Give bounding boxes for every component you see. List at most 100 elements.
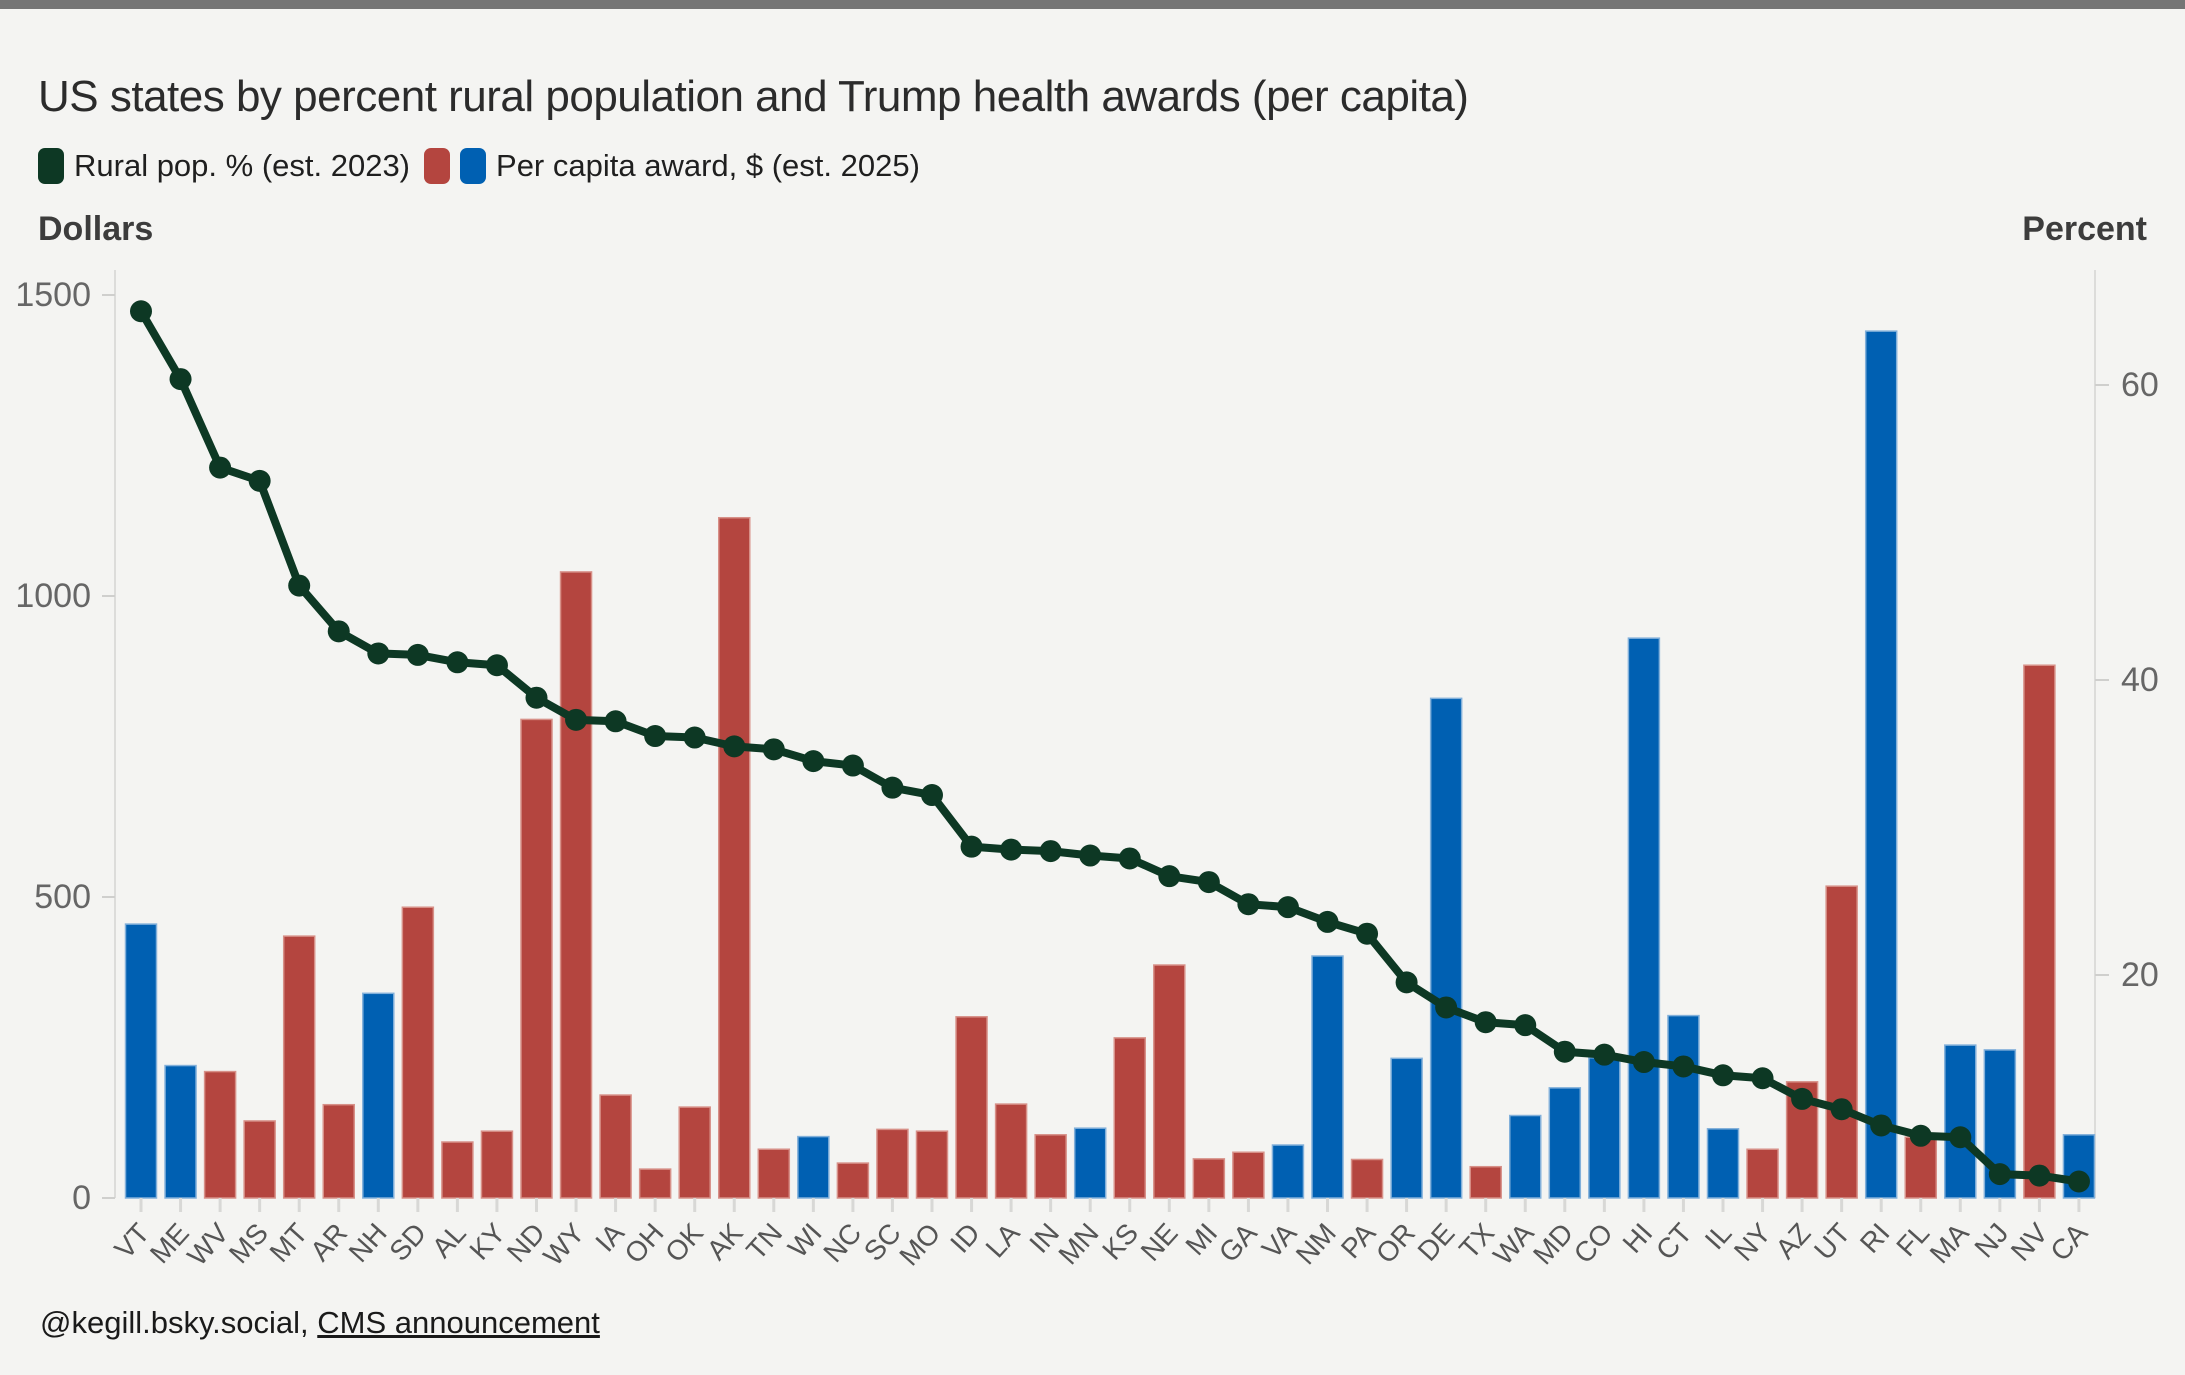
legend-item-award: Per capita award, $ (est. 2025) bbox=[424, 148, 920, 184]
line-point-IN bbox=[1039, 840, 1062, 863]
legend: Rural pop. % (est. 2023) Per capita awar… bbox=[38, 148, 920, 184]
bar-MS bbox=[243, 1120, 276, 1199]
chart-title: US states by percent rural population an… bbox=[38, 72, 1469, 121]
x-label-HI: HI bbox=[1617, 1217, 1659, 1259]
x-label-CA: CA bbox=[2044, 1217, 2093, 1267]
legend-rural-label: Rural pop. % (est. 2023) bbox=[74, 148, 411, 183]
line-point-NE bbox=[1158, 865, 1181, 888]
bar-FL bbox=[1904, 1136, 1937, 1199]
right-axis-tick-label: 60 bbox=[2121, 366, 2159, 404]
left-axis-tick-label: 0 bbox=[72, 1179, 91, 1217]
line-point-AK bbox=[723, 735, 746, 758]
line-point-NM bbox=[1316, 910, 1339, 933]
bar-IN bbox=[1034, 1134, 1067, 1199]
bar-MD bbox=[1548, 1087, 1582, 1199]
x-label-TX: TX bbox=[1453, 1217, 1500, 1265]
bar-SC bbox=[876, 1128, 909, 1199]
x-label-MO: MO bbox=[893, 1217, 946, 1271]
line-point-NV bbox=[2028, 1164, 2051, 1187]
top-border-bar bbox=[0, 0, 2185, 9]
line-point-NJ bbox=[1988, 1163, 2011, 1186]
line-point-UT bbox=[1830, 1098, 1853, 1121]
line-point-NY bbox=[1751, 1067, 1774, 1090]
x-label-DE: DE bbox=[1412, 1217, 1461, 1267]
bar-WV bbox=[203, 1070, 237, 1199]
award-red-swatch-icon bbox=[424, 148, 451, 184]
x-label-KY: KY bbox=[463, 1217, 511, 1266]
line-point-OR bbox=[1395, 971, 1418, 994]
line-point-MD bbox=[1553, 1040, 1576, 1063]
bar-WI bbox=[797, 1135, 830, 1199]
x-label-MA: MA bbox=[1924, 1217, 1975, 1269]
bar-WY bbox=[559, 571, 593, 1199]
bar-GA bbox=[1232, 1151, 1265, 1199]
line-point-NH bbox=[367, 642, 390, 665]
line-point-AR bbox=[327, 620, 350, 643]
bar-MN bbox=[1073, 1127, 1107, 1199]
bar-PA bbox=[1350, 1158, 1384, 1199]
line-point-ME bbox=[169, 368, 192, 391]
footer-handle: @kegill.bsky.social, bbox=[40, 1305, 318, 1340]
line-point-FL bbox=[1909, 1124, 1932, 1147]
cms-announcement-link[interactable]: CMS announcement bbox=[317, 1305, 600, 1340]
right-axis-tick-label: 40 bbox=[2121, 661, 2159, 699]
legend-item-rural: Rural pop. % (est. 2023) bbox=[38, 148, 410, 184]
bar-IA bbox=[599, 1094, 632, 1199]
x-label-ID: ID bbox=[944, 1217, 986, 1259]
line-point-KS bbox=[1118, 847, 1141, 870]
line-point-SD bbox=[406, 643, 429, 666]
line-point-VA bbox=[1276, 896, 1299, 919]
x-label-WY: WY bbox=[537, 1217, 590, 1272]
bar-MI bbox=[1192, 1158, 1226, 1199]
bar-NV bbox=[2023, 664, 2056, 1199]
x-label-VT: VT bbox=[108, 1217, 155, 1264]
line-point-MA bbox=[1949, 1126, 1972, 1149]
line-point-KY bbox=[485, 654, 508, 677]
bar-LA bbox=[994, 1103, 1028, 1199]
bar-AR bbox=[322, 1103, 355, 1199]
award-blue-swatch-icon bbox=[460, 148, 487, 184]
bar-CO bbox=[1588, 1056, 1621, 1199]
x-label-AZ: AZ bbox=[1770, 1217, 1817, 1264]
line-point-AZ bbox=[1791, 1087, 1814, 1110]
bar-KY bbox=[480, 1130, 514, 1199]
right-axis-tick-label: 20 bbox=[2121, 956, 2159, 994]
line-point-ID bbox=[960, 835, 983, 858]
line-point-TN bbox=[762, 738, 785, 761]
x-label-KS: KS bbox=[1096, 1217, 1144, 1266]
x-label-NV: NV bbox=[2005, 1217, 2054, 1267]
line-point-LA bbox=[1000, 838, 1023, 861]
line-point-ND bbox=[525, 686, 548, 709]
bar-SD bbox=[401, 906, 435, 1199]
x-label-CO: CO bbox=[1568, 1217, 1619, 1269]
x-label-SC: SC bbox=[858, 1217, 907, 1267]
bar-NY bbox=[1746, 1148, 1779, 1199]
bar-DE bbox=[1429, 697, 1463, 1199]
bar-OR bbox=[1390, 1057, 1423, 1199]
bar-ME bbox=[164, 1064, 197, 1199]
line-point-VT bbox=[130, 300, 152, 323]
x-label-TN: TN bbox=[740, 1217, 788, 1265]
line-point-MI bbox=[1197, 871, 1220, 894]
x-label-PA: PA bbox=[1335, 1217, 1382, 1264]
footer: @kegill.bsky.social, CMS announcement bbox=[40, 1305, 600, 1341]
x-label-NY: NY bbox=[1728, 1217, 1777, 1267]
x-label-VA: VA bbox=[1256, 1217, 1303, 1264]
bar-VA bbox=[1271, 1144, 1305, 1199]
bar-HI bbox=[1627, 637, 1661, 1199]
bar-RI bbox=[1864, 330, 1898, 1199]
bar-NE bbox=[1153, 964, 1186, 1199]
line-point-WI bbox=[802, 750, 825, 773]
x-label-AK: AK bbox=[701, 1217, 749, 1266]
line-point-OK bbox=[683, 726, 706, 749]
left-axis-tick-label: 500 bbox=[34, 878, 91, 916]
line-point-DE bbox=[1435, 996, 1458, 1019]
x-label-WI: WI bbox=[782, 1217, 828, 1263]
bar-VT bbox=[124, 923, 158, 1199]
line-point-WV bbox=[209, 456, 232, 479]
line-point-PA bbox=[1356, 922, 1379, 945]
line-point-MO bbox=[921, 784, 943, 807]
line-point-IL bbox=[1712, 1064, 1734, 1087]
